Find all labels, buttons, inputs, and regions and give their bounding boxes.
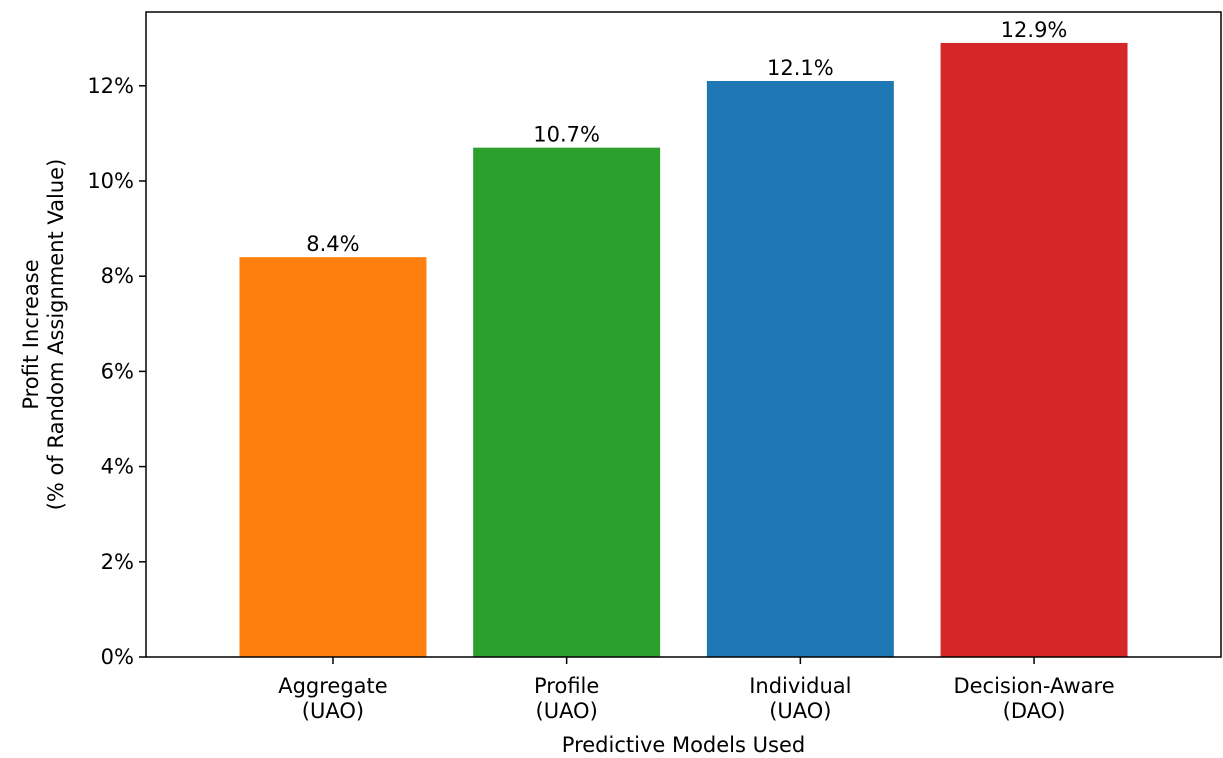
plot-frame bbox=[145, 11, 1222, 658]
x-tick-label-1-line-1: (UAO) bbox=[536, 699, 598, 723]
axes-frame bbox=[145, 11, 1222, 658]
y-tick-label-0: 0% bbox=[101, 645, 134, 669]
y-tick-label-5: 10% bbox=[87, 169, 134, 193]
x-tick-label-0-line-0: Aggregate bbox=[278, 674, 387, 698]
y-axis-label-line-0: Profit Increase bbox=[19, 259, 43, 409]
x-tick-label-2-line-0: Individual bbox=[749, 674, 851, 698]
x-tick-label-3-line-1: (DAO) bbox=[1003, 699, 1066, 723]
y-tick-label-1: 2% bbox=[101, 550, 134, 574]
x-tick-label-1-line-0: Profile bbox=[534, 674, 599, 698]
value-label-2: 12.1% bbox=[767, 56, 834, 80]
value-label-1: 10.7% bbox=[533, 123, 600, 147]
value-label-3: 12.9% bbox=[1001, 18, 1068, 42]
x-axis-label: Predictive Models Used bbox=[562, 733, 805, 757]
x-tick-label-3-line-0: Decision-Aware bbox=[953, 674, 1114, 698]
bars-group bbox=[239, 42, 1128, 657]
y-tick-label-2: 4% bbox=[101, 455, 134, 479]
y-tick-label-4: 8% bbox=[101, 264, 134, 288]
bar-0 bbox=[239, 257, 427, 657]
value-label-0: 8.4% bbox=[306, 232, 359, 256]
bar-3 bbox=[940, 42, 1128, 657]
x-axis: Aggregate(UAO)Profile(UAO)Individual(UAO… bbox=[278, 657, 1115, 723]
bar-1 bbox=[473, 147, 661, 657]
x-tick-label-2-line-1: (UAO) bbox=[769, 699, 831, 723]
bar-2 bbox=[706, 81, 894, 657]
y-axis: 0% 2% 4% 6% 8% 10% 12% bbox=[87, 74, 146, 669]
y-axis-label: Profit Increase(% of Random Assignment V… bbox=[19, 159, 68, 511]
y-axis-label-line-1: (% of Random Assignment Value) bbox=[44, 159, 68, 511]
y-tick-label-3: 6% bbox=[101, 359, 134, 383]
value-labels-group: 8.4% 10.7% 12.1% 12.9% bbox=[306, 18, 1067, 256]
y-tick-label-6: 12% bbox=[87, 74, 134, 98]
x-tick-label-0-line-1: (UAO) bbox=[302, 699, 364, 723]
